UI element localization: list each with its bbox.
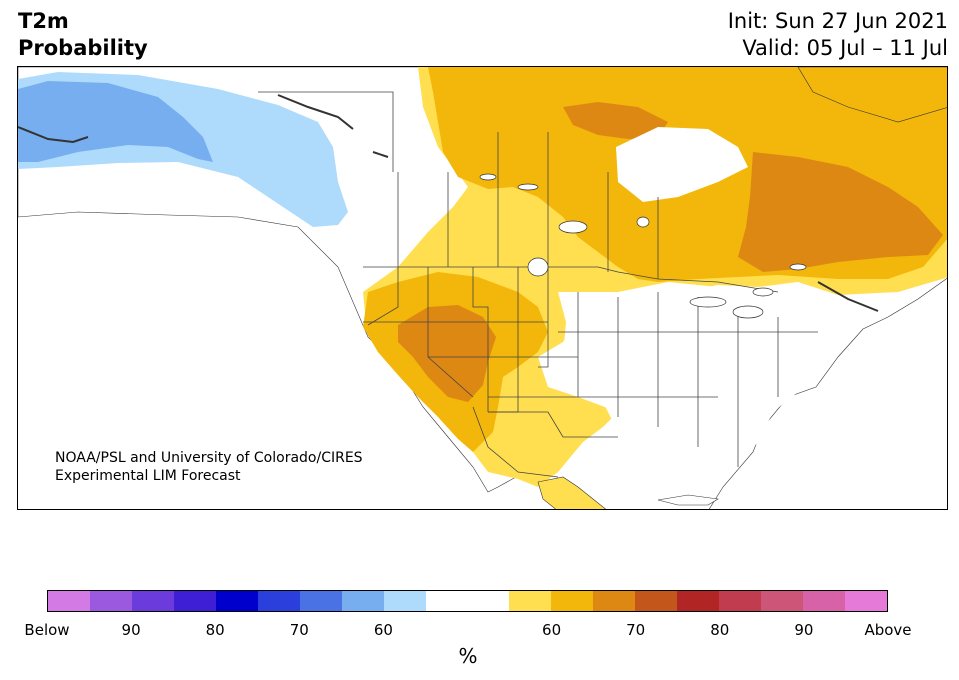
colorbar-tick-label: 70 [289,621,309,639]
title-line-2: Probability [18,36,148,60]
colorbar-cell [383,591,426,611]
map-canvas [18,67,947,509]
warm-probability-70-southwest [398,305,496,402]
colorbar-tick-label: Below [24,621,70,639]
colorbar-tick-label: 80 [710,621,730,639]
colorbar-tick-label: 60 [373,621,393,639]
colorbar-tick-label: 90 [794,621,814,639]
colorbar-cell [677,591,720,611]
init-date: Init: Sun 27 Jun 2021 [727,9,948,33]
probability-colorbar [47,590,888,612]
water-features [479,173,807,319]
political-boundaries [258,91,818,478]
colorbar-cell [425,591,468,611]
cuba-island [657,494,719,506]
forecast-map [17,66,948,510]
warm-probability-70-hudson [563,102,668,139]
colorbar-cell [803,591,846,611]
colorbar-unit: % [458,644,478,668]
no-signal-hudson-bay [616,127,748,202]
colorbar-tick-labels: Below 90 80 70 60 60 70 80 90 Above [0,621,959,641]
colorbar-cell [173,591,216,611]
colorbar-cell [299,591,342,611]
source-credit: NOAA/PSL and University of Colorado/CIRE… [55,449,363,485]
colorbar-tick-label: Above [864,621,912,639]
greenland-tip [797,67,947,123]
title-line-1: T2m [18,9,69,33]
colorbar-tick-label: 70 [626,621,646,639]
colorbar-cell [467,591,510,611]
colorbar-tick-label: 80 [205,621,225,639]
colorbar-cell [761,591,804,611]
colorbar-cell [719,591,762,611]
forecast-dates: Init: Sun 27 Jun 2021 Valid: 05 Jul – 11… [728,8,948,62]
warm-probability-70-east-canada [738,152,943,272]
colorbar-cell [131,591,174,611]
colorbar-cell [89,591,132,611]
credit-line-1: NOAA/PSL and University of Colorado/CIRE… [55,450,363,466]
colorbar-cell [635,591,678,611]
colorbar-cell [48,591,90,611]
central-america [537,476,606,509]
no-signal-eastern-us [558,282,848,487]
map-title: T2m Probability [18,8,148,62]
valid-dates: Valid: 05 Jul – 11 Jul [742,36,948,60]
rivers [18,94,879,312]
colorbar-cell [509,591,552,611]
credit-line-2: Experimental LIM Forecast [55,468,241,484]
colorbar-cell [257,591,300,611]
colorbar-tick-label: 60 [542,621,562,639]
colorbar-tick-label: 90 [121,621,141,639]
colorbar-cell [341,591,384,611]
colorbar-cell [593,591,636,611]
colorbar-cell [215,591,258,611]
colorbar-cell [551,591,594,611]
colorbar-cell [845,591,888,611]
